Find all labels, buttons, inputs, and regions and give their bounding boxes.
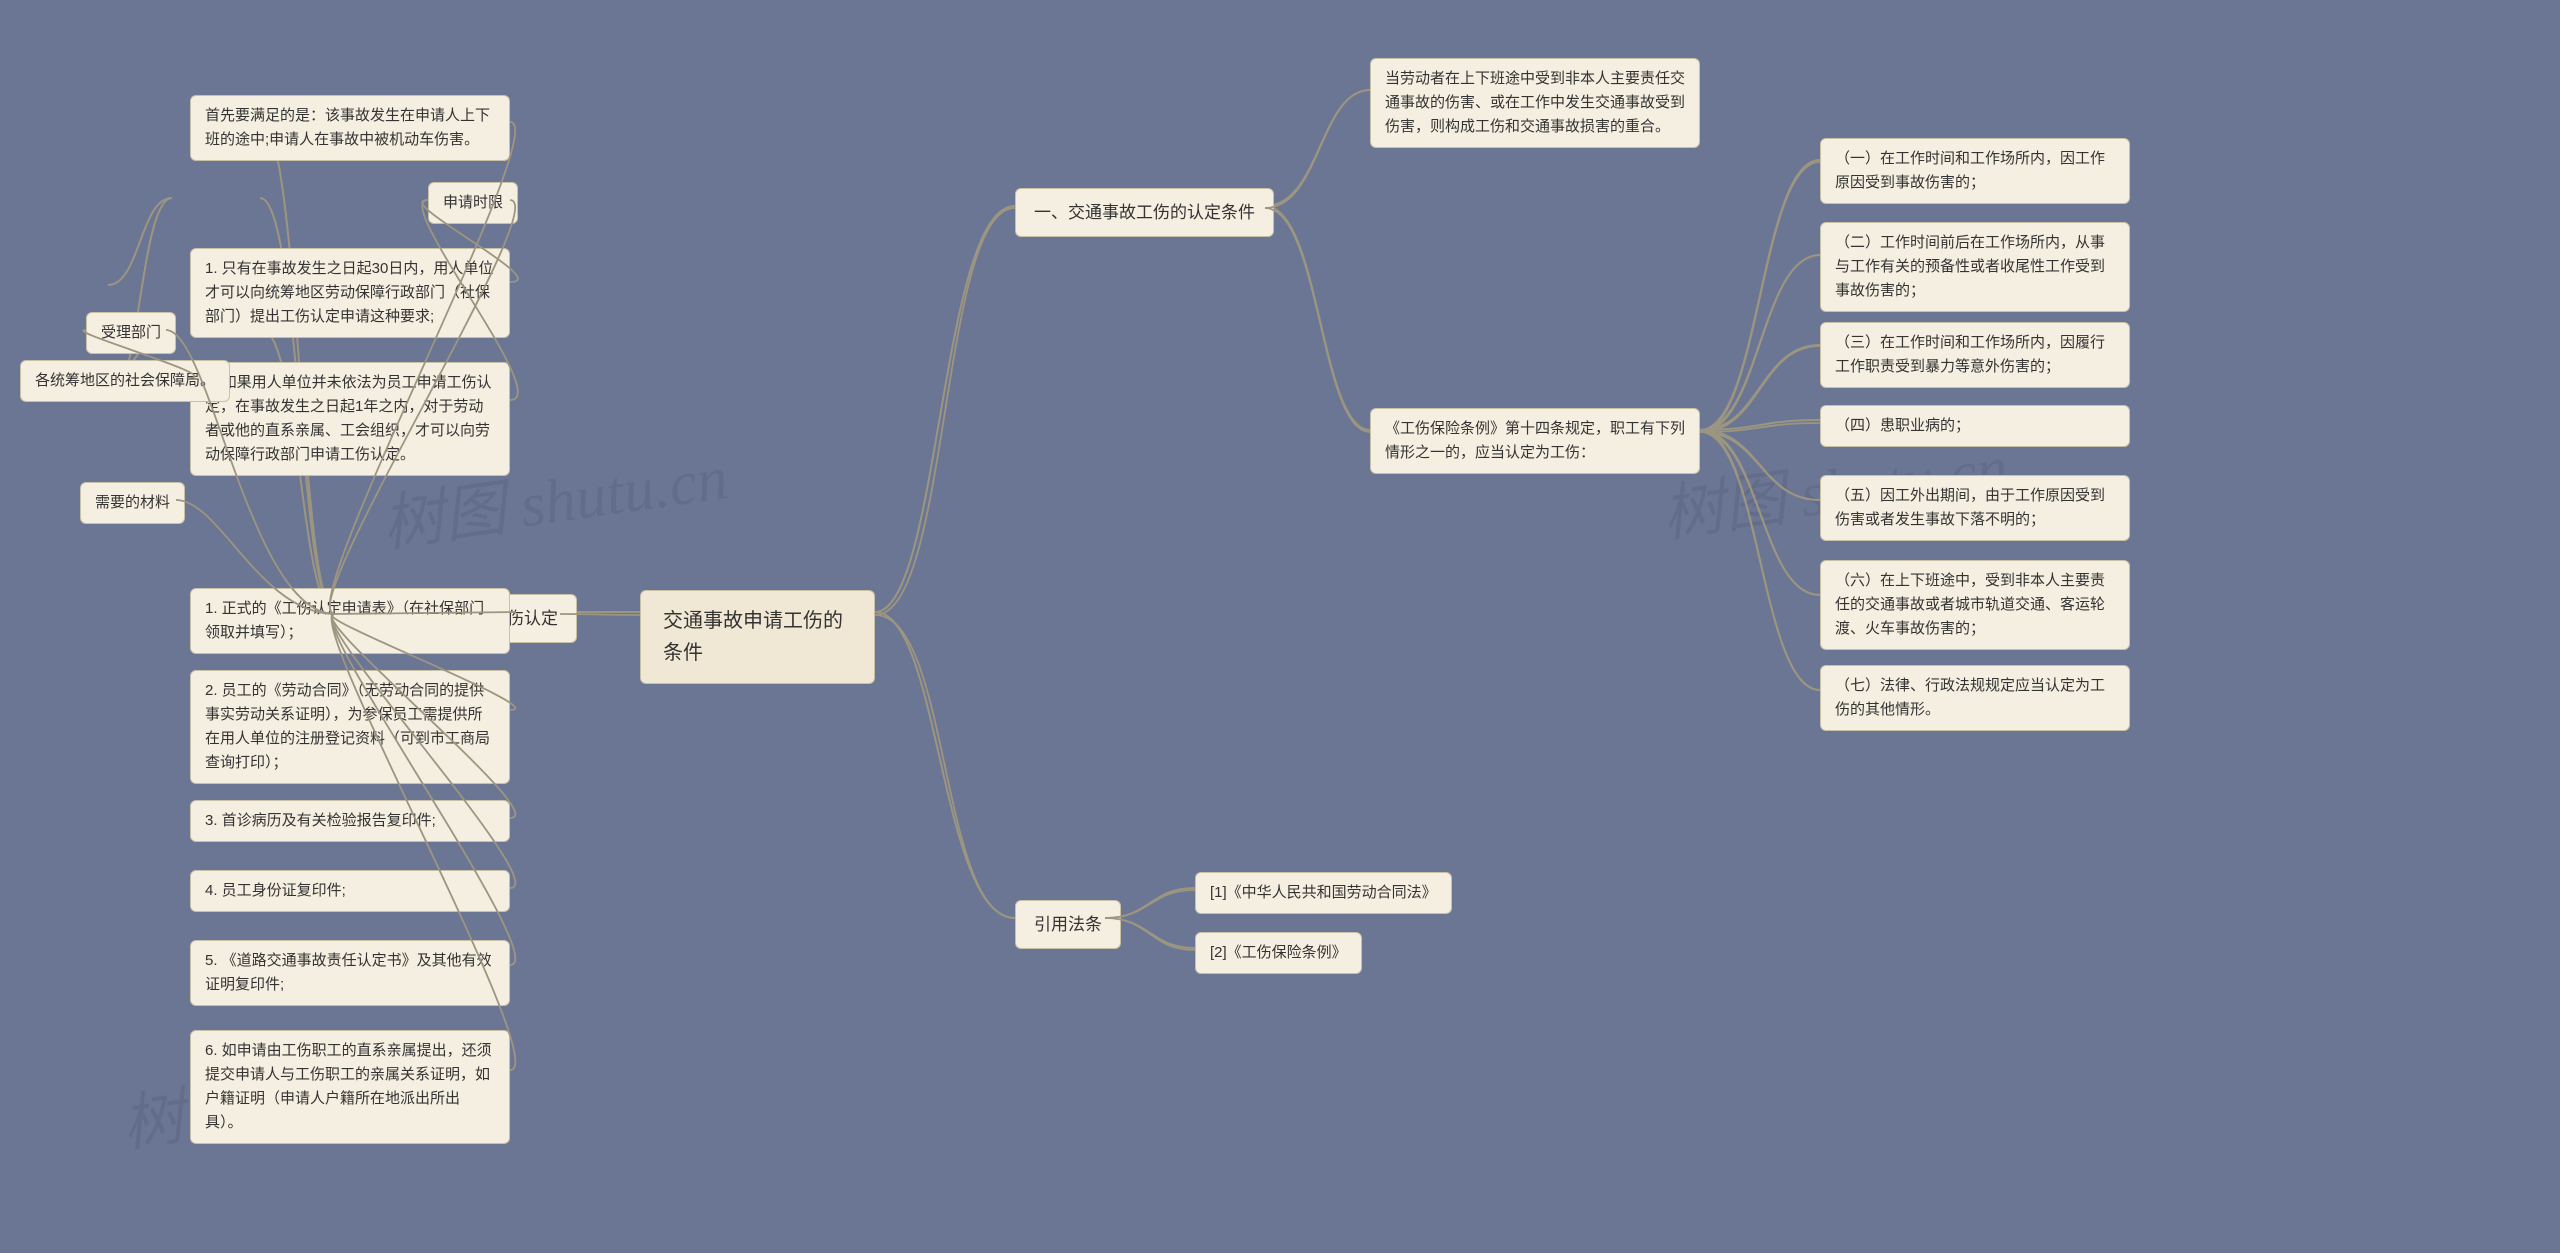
l-child3: 受理部门 bbox=[86, 312, 176, 354]
center-node: 交通事故申请工伤的条件 bbox=[640, 590, 875, 684]
l-c4-item5: 6. 如申请由工伤职工的直系亲属提出，还须提交申请人与工伤职工的亲属关系证明，如… bbox=[190, 1030, 510, 1144]
l-c4-item2: 3. 首诊病历及有关检验报告复印件; bbox=[190, 800, 510, 842]
r1-c2-item3: （四）患职业病的； bbox=[1820, 405, 2130, 447]
l-c4-item3: 4. 员工身份证复印件; bbox=[190, 870, 510, 912]
l-c4-item1: 2. 员工的《劳动合同》（无劳动合同的提供事实劳动关系证明），为参保员工需提供所… bbox=[190, 670, 510, 784]
r1-c2-item5: （六）在上下班途中，受到非本人主要责任的交通事故或者城市轨道交通、客运轮渡、火车… bbox=[1820, 560, 2130, 650]
right-section2: 引用法条 bbox=[1015, 900, 1121, 949]
l-c3-item: 各统筹地区的社会保障局。 bbox=[20, 360, 230, 402]
r1-c2-item6: （七）法律、行政法规规定应当认定为工伤的其他情形。 bbox=[1820, 665, 2130, 731]
r1-c2-item1: （二）工作时间前后在工作场所内，从事与工作有关的预备性或者收尾性工作受到事故伤害… bbox=[1820, 222, 2130, 312]
l-c2-item0: 1. 只有在事故发生之日起30日内，用人单位才可以向统筹地区劳动保障行政部门（社… bbox=[190, 248, 510, 338]
l-c4-item4: 5. 《道路交通事故责任认定书》及其他有效证明复印件; bbox=[190, 940, 510, 1006]
l-c2-item1: 2. 如果用人单位并未依法为员工申请工伤认定，在事故发生之日起1年之内，对于劳动… bbox=[190, 362, 510, 476]
l-child1: 首先要满足的是：该事故发生在申请人上下班的途中;申请人在事故中被机动车伤害。 bbox=[190, 95, 510, 161]
r1-c2-item2: （三）在工作时间和工作场所内，因履行工作职责受到暴力等意外伤害的； bbox=[1820, 322, 2130, 388]
l-child2: 申请时限 bbox=[428, 182, 518, 224]
right-section1: 一、交通事故工伤的认定条件 bbox=[1015, 188, 1274, 237]
l-child4: 需要的材料 bbox=[80, 482, 185, 524]
r1-child1: 当劳动者在上下班途中受到非本人主要责任交通事故的伤害、或在工作中发生交通事故受到… bbox=[1370, 58, 1700, 148]
r1-c2-item0: （一）在工作时间和工作场所内，因工作原因受到事故伤害的； bbox=[1820, 138, 2130, 204]
l-c4-item0: 1. 正式的《工伤认定申请表》（在社保部门领取并填写）； bbox=[190, 588, 510, 654]
r1-child2: 《工伤保险条例》第十四条规定，职工有下列情形之一的，应当认定为工伤： bbox=[1370, 408, 1700, 474]
r2-item0: [1]《中华人民共和国劳动合同法》 bbox=[1195, 872, 1452, 914]
r1-c2-item4: （五）因工外出期间，由于工作原因受到伤害或者发生事故下落不明的； bbox=[1820, 475, 2130, 541]
r2-item1: [2]《工伤保险条例》 bbox=[1195, 932, 1362, 974]
